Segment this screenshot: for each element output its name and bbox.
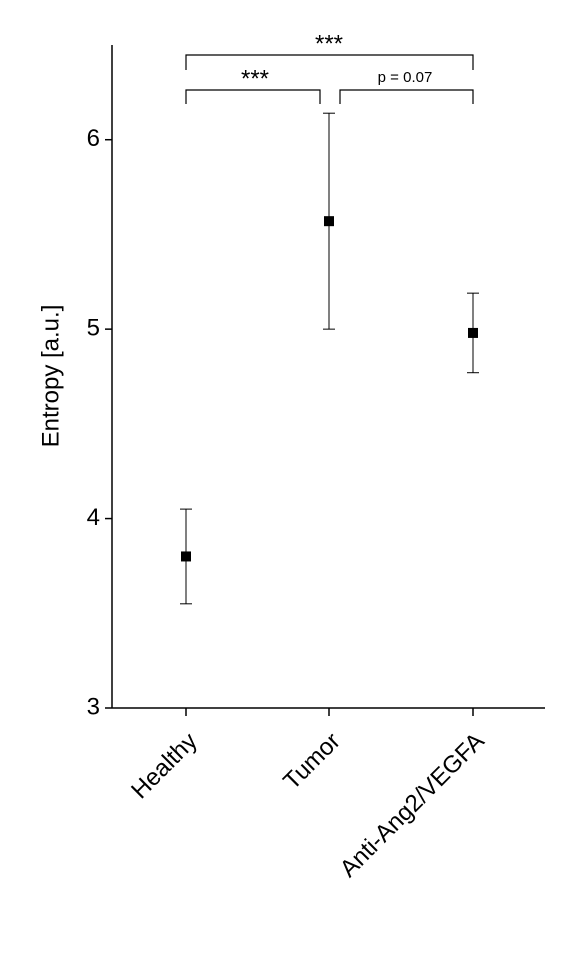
x-tick-label: Healthy — [126, 728, 203, 805]
y-tick-label: 3 — [87, 693, 100, 720]
y-tick-label: 5 — [87, 314, 100, 341]
data-point — [468, 327, 478, 338]
y-tick-label: 4 — [87, 504, 100, 531]
data-point — [181, 551, 191, 562]
significance-label: *** — [241, 65, 269, 92]
significance-label: *** — [315, 30, 343, 57]
x-tick-label: Tumor — [278, 728, 345, 795]
data-point — [324, 216, 334, 227]
y-tick-label: 6 — [87, 125, 100, 152]
significance-bracket — [185, 54, 474, 70]
x-tick-label: Anti-Ang2/VEGFA — [335, 728, 490, 883]
y-axis-label: Entropy [a.u.] — [37, 305, 64, 448]
significance-bracket — [185, 89, 321, 104]
significance-bracket — [339, 89, 474, 104]
significance-label: p = 0.07 — [378, 69, 433, 86]
